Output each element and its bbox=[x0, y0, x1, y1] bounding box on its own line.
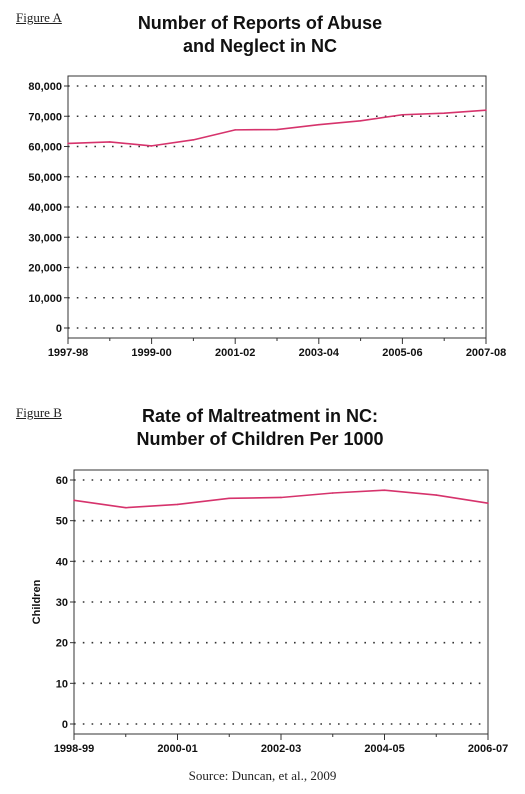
chart-a-x-tick-label: 1997-98 bbox=[48, 347, 88, 359]
chart-a-data-point bbox=[276, 128, 278, 131]
chart-a-y-tick-label: 30,000 bbox=[28, 232, 62, 244]
chart-b-y-tick-label: 40 bbox=[56, 556, 68, 568]
chart-b-title-line-2: Number of Children Per 1000 bbox=[136, 429, 384, 449]
chart-a-data-point bbox=[359, 119, 362, 122]
chart-b: 0 10 20 30 40 50 60 1998-99 2000-01 2002-03 2004-0… bbox=[31, 469, 508, 755]
chart-a-x-tick-label: 2003-04 bbox=[299, 347, 340, 359]
source-note: Source: Duncan, et al., 2009 bbox=[188, 768, 337, 783]
chart-b-data-point bbox=[228, 497, 231, 500]
chart-b-data-point bbox=[280, 496, 282, 499]
chart-a-data-point bbox=[192, 139, 195, 141]
chart-a-data-point bbox=[401, 113, 404, 116]
chart-b-data-point bbox=[176, 503, 179, 506]
chart-b-x-tick-label: 2000-01 bbox=[157, 743, 197, 755]
chart-a-data-point bbox=[318, 123, 320, 126]
chart-a-x-tick-label: 1999-00 bbox=[131, 347, 171, 359]
chart-a: 0 10,000 20,000 30,000 40,000 50,000 60,000 70,… bbox=[28, 75, 506, 359]
chart-b-data-point bbox=[73, 499, 75, 502]
chart-a-data-point bbox=[67, 142, 69, 145]
chart-b-y-tick-label: 10 bbox=[56, 678, 68, 690]
chart-a-y-tick-label: 50,000 bbox=[28, 172, 62, 184]
figure-a-label: Figure A bbox=[16, 10, 62, 25]
chart-b-y-tick-label: 30 bbox=[56, 597, 68, 609]
chart-b-x-tick-label: 2002-03 bbox=[261, 743, 301, 755]
chart-a-x-tick-label: 2007-08 bbox=[466, 347, 506, 359]
chart-b-y-axis-label: Children bbox=[31, 579, 43, 624]
chart-a-y-tick-label: 0 bbox=[56, 323, 62, 335]
chart-a-y-tick-label: 10,000 bbox=[28, 293, 62, 305]
chart-b-data-point bbox=[435, 494, 438, 496]
chart-b-title: Rate of Maltreatment in NC: Number of Ch… bbox=[60, 405, 460, 451]
chart-a-data-point bbox=[443, 112, 446, 115]
chart-b-data-point bbox=[331, 492, 334, 494]
chart-a-y-tick-label: 80,000 bbox=[28, 81, 62, 93]
chart-a-y-tick-label: 60,000 bbox=[28, 142, 62, 154]
chart-b-y-tick-label: 50 bbox=[56, 516, 68, 528]
chart-a-y-tick-label: 70,000 bbox=[28, 111, 62, 123]
chart-a-data-point bbox=[109, 141, 111, 143]
chart-b-y-tick-label: 20 bbox=[56, 638, 68, 650]
chart-a-y-tick-label: 20,000 bbox=[28, 263, 62, 275]
chart-b-x-tick-label: 1998-99 bbox=[54, 743, 94, 755]
chart-a-title: Number of Reports of Abuse and Neglect i… bbox=[60, 12, 460, 58]
chart-a-y-tick-label: 40,000 bbox=[28, 202, 62, 214]
chart-b-y-tick-label: 0 bbox=[62, 719, 68, 731]
chart-b-series-line bbox=[73, 489, 489, 509]
chart-b-data-point bbox=[383, 489, 386, 491]
chart-a-data-point bbox=[150, 145, 153, 147]
figure-b-label: Figure B bbox=[16, 405, 62, 420]
chart-a-data-point bbox=[485, 109, 487, 111]
chart-b-x-tick-label: 2006-07 bbox=[468, 743, 508, 755]
chart-a-x-tick-label: 2001-02 bbox=[215, 347, 255, 359]
chart-a-x-tick-label: 2005-06 bbox=[382, 347, 422, 359]
chart-a-data-point bbox=[234, 129, 236, 131]
chart-b-title-line-1: Rate of Maltreatment in NC: bbox=[141, 406, 379, 426]
chart-b-data-point bbox=[487, 502, 489, 504]
chart-a-title-line-1: Number of Reports of Abuse bbox=[137, 13, 383, 33]
chart-b-x-tick-label: 2004-05 bbox=[364, 743, 404, 755]
chart-b-y-tick-label: 60 bbox=[56, 475, 68, 487]
chart-a-title-line-2: and Neglect in NC bbox=[182, 36, 338, 56]
chart-b-data-point bbox=[124, 506, 127, 509]
